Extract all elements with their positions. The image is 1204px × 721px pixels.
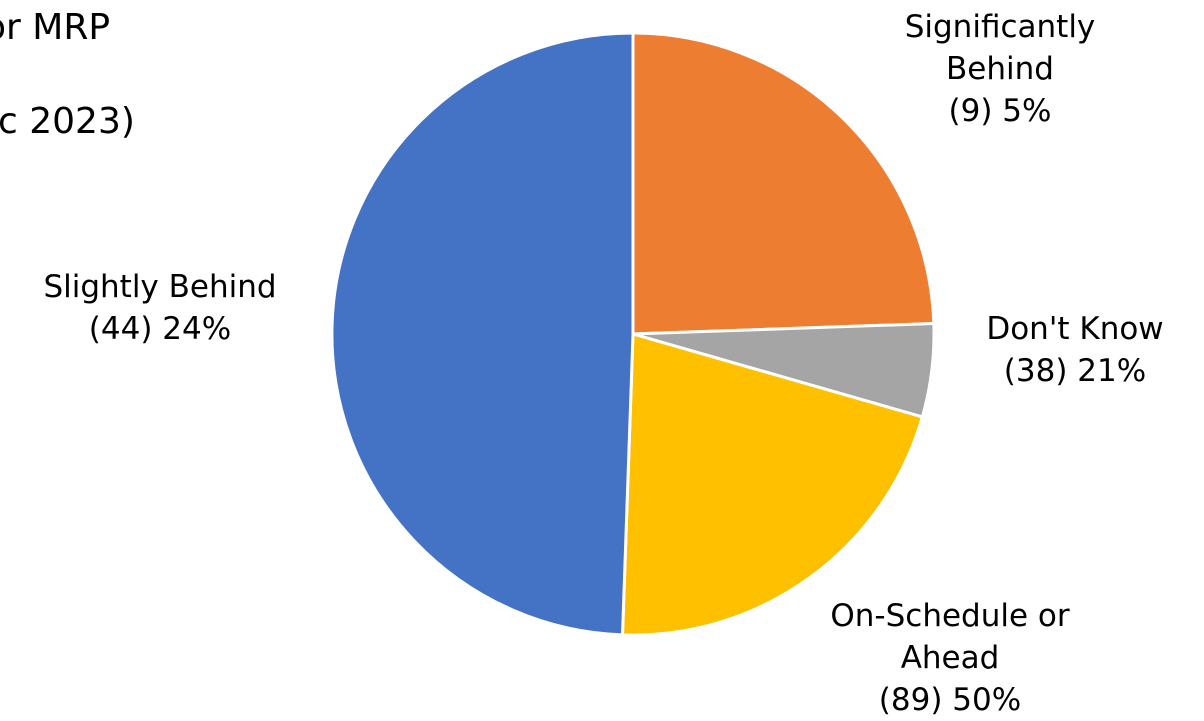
slice-label-line: Significantly [904,9,1096,45]
slice-label-line: (89) 50% [878,682,1022,718]
slice-label-line: Ahead [900,640,1000,676]
slice-label-line: (44) 24% [88,311,232,347]
slice-label-significantly-behind: Significantly Behind (9) 5% [850,6,1150,132]
chart-title-fragment-2: c 2023) [0,101,135,142]
slice-label-slightly-behind: Slightly Behind (44) 24% [10,266,310,350]
slice-label-dont-know: Don't Know (38) 21% [950,308,1200,392]
pie-chart [330,31,936,637]
slice-label-line: Behind [946,51,1054,87]
slice-label-line: Don't Know [986,311,1164,347]
pie-slices [330,31,936,637]
slice-label-on-schedule-or-ahead: On-Schedule or Ahead (89) 50% [800,595,1100,721]
pie-slice-on-schedule-or-ahead [330,31,635,637]
slice-label-line: (38) 21% [1003,353,1147,389]
slice-label-line: On-Schedule or [830,598,1070,634]
slice-label-line: Slightly Behind [43,269,277,305]
pie-slice-slightly-behind [631,31,936,336]
pie-slice-don-t-know [621,332,924,637]
slice-label-line: (9) 5% [948,93,1052,129]
chart-title-fragment-1: or MRP [0,7,111,48]
